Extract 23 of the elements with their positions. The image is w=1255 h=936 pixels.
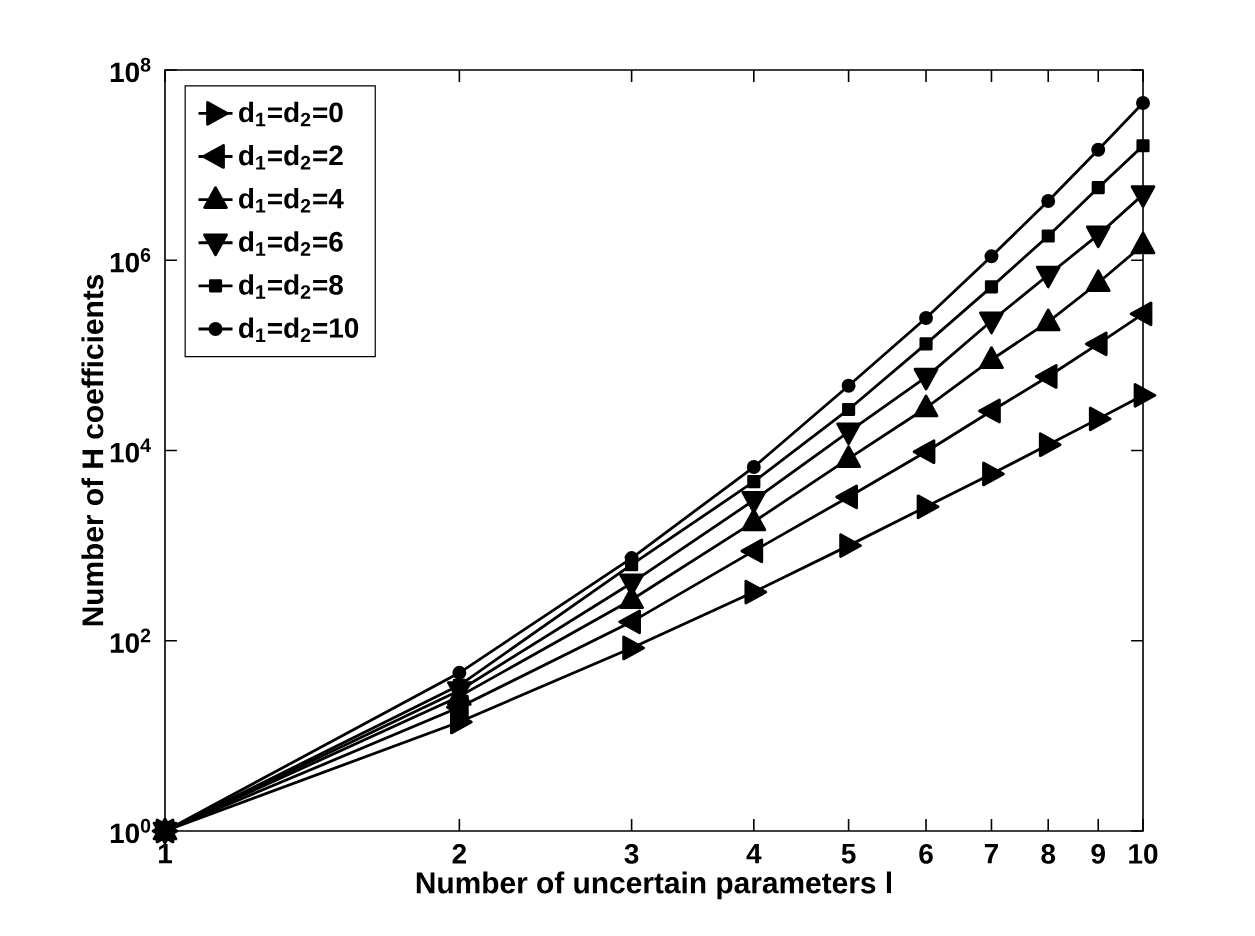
legend-label: d$_{1}$=d$_{2}$=2 (239, 144, 343, 170)
y-tick-label: 10$^{8}$ (110, 57, 151, 83)
y-tick-label: 10$^{0}$ (110, 818, 151, 844)
x-tick-label: 6 (919, 844, 933, 864)
legend-label: d$_{1}$=d$_{2}$=6 (239, 231, 343, 256)
y-tick-label: 10$^{4}$ (110, 438, 151, 463)
x-axis-title: Number of uncertain parameters l (416, 871, 892, 900)
x-tick-label: 4 (746, 844, 762, 864)
legend-label: d$_{1}$=d$_{2}$=10 (239, 317, 359, 342)
x-tick-label: 5 (841, 844, 856, 864)
x-tick-label: 3 (624, 844, 639, 864)
y-tick-label: 10$^{2}$ (110, 628, 151, 653)
legend-label: d$_{1}$=d$_{2}$=0 (239, 101, 343, 127)
legend-label: d$_{1}$=d$_{2}$=8 (239, 274, 343, 299)
x-tick-label: 1 (158, 844, 172, 864)
x-tick-label: 2 (452, 844, 467, 864)
x-tick-label: 10 (1129, 844, 1158, 864)
y-tick-label: 10$^{6}$ (110, 248, 151, 273)
x-tick-label: 7 (984, 844, 998, 864)
x-tick-label: 9 (1091, 844, 1105, 864)
y-axis-title: Number of H coefficients (81, 274, 104, 626)
x-tick-label: 8 (1041, 844, 1056, 864)
legend-label: d$_{1}$=d$_{2}$=4 (239, 188, 344, 213)
